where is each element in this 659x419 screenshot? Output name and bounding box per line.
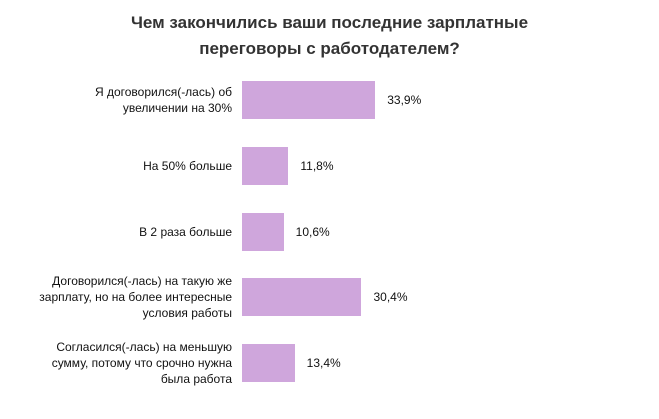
chart-title: Чем закончились ваши последние зарплатны… <box>130 13 529 58</box>
category-label: Я договорился(-лась) об увеличении на 30… <box>94 85 232 115</box>
category-label: Договорился(-лась) на такую же зарплату,… <box>39 274 232 321</box>
category-label: На 50% больше <box>143 158 232 173</box>
category-label: В 2 раза больше <box>139 224 232 239</box>
value-label: 11,8% <box>300 158 334 173</box>
bar <box>242 81 376 119</box>
bar <box>242 146 289 185</box>
category-label: Согласился(-лась) на меньшую сумму, пото… <box>51 340 232 386</box>
bar <box>242 212 284 251</box>
value-label: 33,9% <box>387 93 422 107</box>
value-label: 13,4% <box>306 356 341 370</box>
value-label: 10,6% <box>295 224 330 239</box>
value-label: 30,4% <box>373 290 408 305</box>
bar <box>242 278 362 317</box>
bar <box>242 344 295 382</box>
